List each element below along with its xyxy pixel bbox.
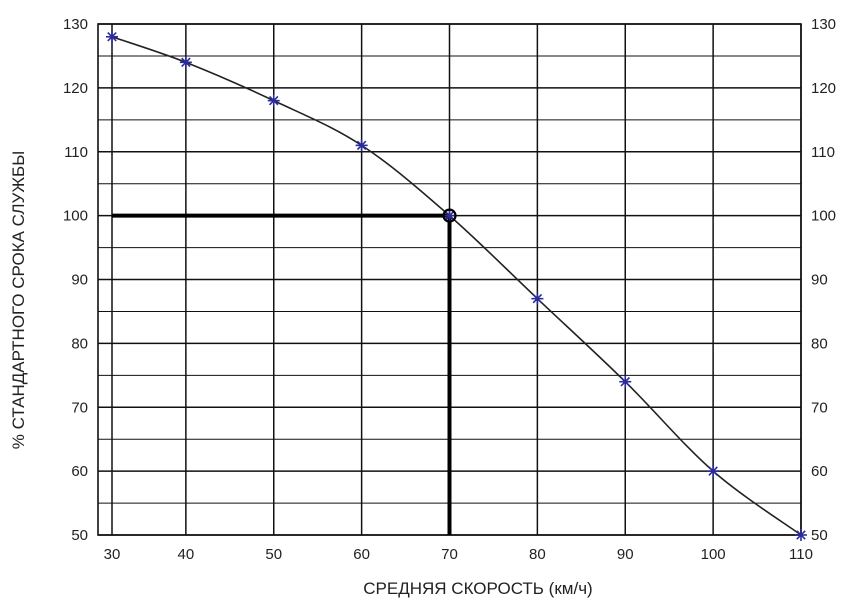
y-tick-label-right: 110	[811, 144, 835, 161]
y-tick-label-right: 80	[811, 335, 828, 352]
star-marker-stroke	[796, 530, 806, 540]
tick-labels: 30 40 50 60 70 80 90 100 110 50 60 70 80 90 100 110 120 1…	[63, 16, 836, 563]
x-axis-title: СРЕДНЯЯ СКОРОСТЬ (км/ч)	[363, 579, 592, 598]
data-point-marker	[531, 292, 544, 305]
data-point-marker	[106, 30, 118, 43]
x-tick-label: 90	[617, 546, 634, 563]
x-tick-label: 40	[178, 546, 195, 563]
star-marker-stroke	[620, 376, 631, 387]
star-marker-stroke	[356, 140, 367, 151]
y-tick-label-left: 120	[63, 80, 88, 97]
x-tick-label: 50	[265, 546, 282, 563]
star-marker-stroke	[107, 32, 117, 42]
x-tick-label: 80	[529, 546, 546, 563]
star-marker-stroke	[268, 95, 279, 106]
y-tick-label-right: 70	[811, 399, 828, 416]
y-tick-label-right: 130	[811, 16, 836, 33]
y-tick-label-right: 90	[811, 272, 828, 289]
y-axis-title: % СТАНДАРТНОГО СРОКА СЛУЖБЫ	[9, 151, 28, 450]
x-tick-label: 100	[701, 546, 726, 563]
series-line	[111, 36, 802, 536]
y-tick-label-right: 100	[811, 208, 836, 225]
x-tick-label: 110	[789, 546, 813, 563]
reference-lines	[112, 213, 452, 535]
star-marker-stroke	[532, 293, 543, 304]
star-marker-stroke	[181, 57, 191, 68]
data-point-marker	[619, 375, 632, 388]
y-tick-label-right: 120	[811, 80, 836, 97]
y-tick-label-left: 100	[63, 208, 88, 225]
x-tick-label: 30	[104, 546, 121, 563]
y-tick-label-left: 80	[71, 335, 88, 352]
y-tick-label-left: 60	[71, 463, 88, 480]
data-point-marker	[443, 209, 456, 222]
y-tick-label-left: 110	[64, 144, 88, 161]
y-tick-label-left: 130	[63, 16, 88, 33]
data-point-marker	[355, 139, 368, 152]
y-tick-label-right: 50	[811, 527, 828, 544]
data-point-marker	[707, 465, 720, 478]
reference-point-marker	[442, 208, 457, 223]
star-marker-stroke	[444, 210, 455, 221]
data-point-marker	[179, 56, 192, 69]
x-tick-label: 60	[353, 546, 370, 563]
x-tick-label: 70	[441, 546, 458, 563]
star-marker-stroke	[708, 466, 718, 476]
y-tick-label-left: 50	[71, 527, 88, 544]
data-point-marker	[267, 94, 280, 107]
series	[106, 30, 807, 541]
y-tick-label-left: 70	[71, 399, 88, 416]
y-tick-label-right: 60	[811, 463, 828, 480]
y-tick-label-left: 90	[71, 272, 88, 289]
data-point-marker	[795, 529, 807, 541]
